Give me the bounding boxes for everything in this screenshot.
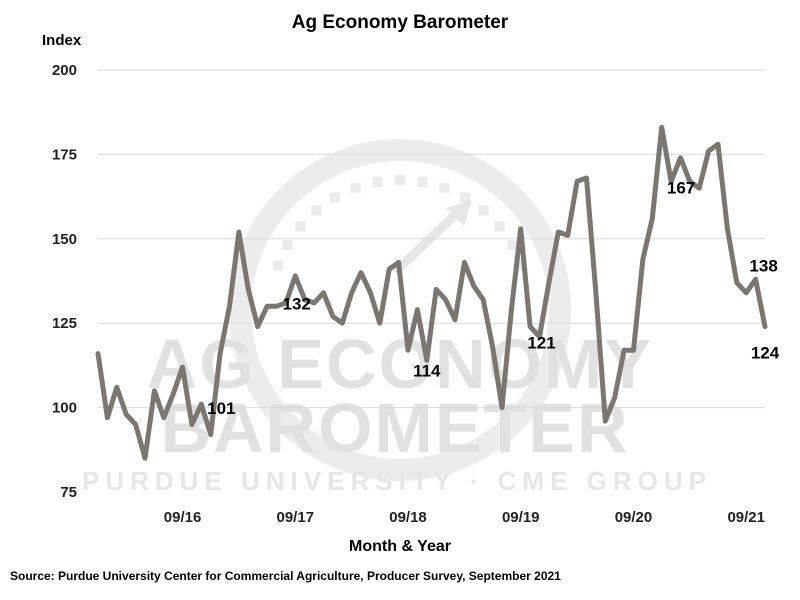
y-axis-label: Index: [42, 32, 82, 49]
watermark-logo: AG ECONOMY BAROMETER PURDUE UNIVERSITY ·…: [82, 139, 712, 496]
watermark-gauge-dot: [507, 240, 518, 250]
data-label: 138: [749, 256, 777, 275]
watermark-gauge-dot: [350, 182, 361, 193]
watermark-gauge-dot: [460, 192, 470, 203]
x-tick-label: 09/17: [277, 509, 315, 526]
watermark-gauge-dot: [439, 182, 450, 193]
data-label: 124: [751, 344, 780, 363]
watermark-line3: PURDUE UNIVERSITY · CME GROUP: [82, 466, 712, 496]
watermark-line1: AG ECONOMY: [147, 325, 653, 403]
chart-title: Ag Economy Barometer: [292, 12, 509, 33]
data-label: 167: [667, 178, 695, 197]
watermark-gauge-dot: [282, 240, 293, 250]
data-label: 132: [282, 295, 310, 314]
x-tick-label: 09/20: [615, 509, 653, 526]
watermark-gauge-ring: [229, 139, 571, 481]
y-tick-label: 200: [52, 62, 77, 79]
watermark-gauge-dot: [330, 192, 340, 203]
data-label: 121: [527, 334, 555, 353]
x-tick-label: 09/21: [727, 509, 765, 526]
series-line: [95, 124, 768, 461]
x-axis-label: Month & Year: [349, 538, 451, 555]
watermark-gauge-dot: [311, 205, 322, 216]
data-label: 101: [207, 399, 235, 418]
x-tick-label: 09/16: [164, 509, 202, 526]
x-tick-label: 09/19: [502, 509, 540, 526]
watermark-gauge-arrow: [391, 208, 462, 276]
watermark-gauge-dot: [272, 260, 283, 271]
y-tick-label: 175: [52, 146, 77, 163]
source-note: Source: Purdue University Center for Com…: [10, 569, 561, 583]
watermark-gauge-dot: [417, 176, 428, 187]
watermark-arrow-head: [446, 200, 472, 226]
watermark-gauge-dot: [478, 205, 489, 216]
watermark-gauge-dot: [395, 175, 405, 185]
watermark-gauge-dot: [295, 221, 306, 232]
watermark-gauge-dot: [372, 176, 383, 187]
watermark-gauge-dot: [494, 221, 505, 232]
watermark-line2: BAROMETER: [160, 389, 629, 467]
y-tick-label: 150: [52, 231, 77, 248]
y-tick-label: 125: [52, 315, 77, 332]
y-tick-label: 100: [52, 400, 77, 417]
y-tick-label: 75: [60, 484, 77, 501]
x-tick-label: 09/18: [389, 509, 427, 526]
data-label: 114: [413, 361, 441, 380]
